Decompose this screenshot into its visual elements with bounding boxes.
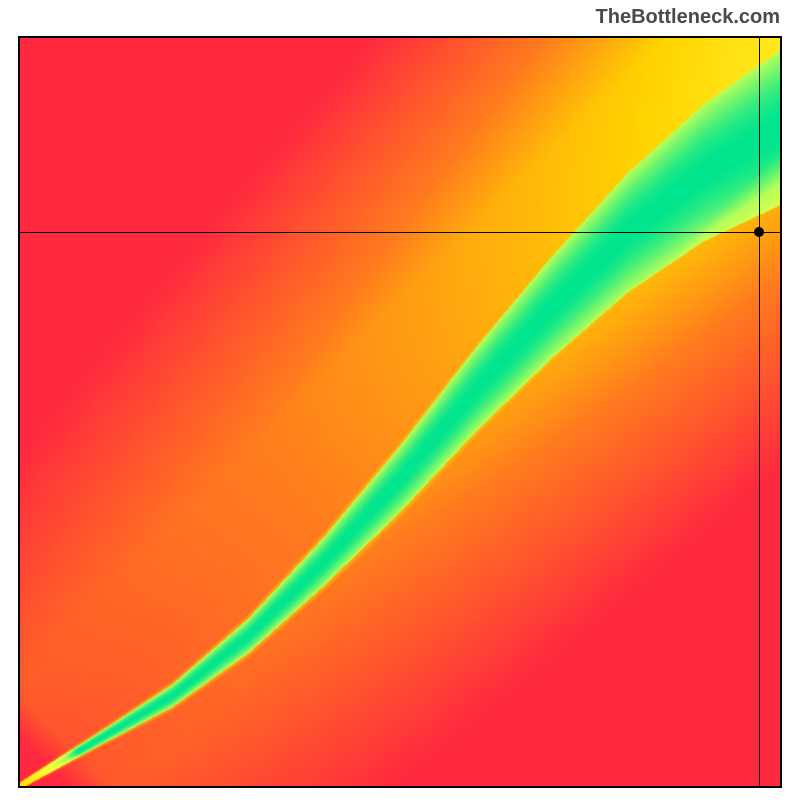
crosshair-horizontal [20, 232, 780, 233]
crosshair-vertical [759, 38, 760, 786]
heatmap-canvas [20, 38, 780, 786]
crosshair-marker [754, 227, 764, 237]
heatmap-chart [18, 36, 782, 788]
watermark-text: TheBottleneck.com [596, 6, 780, 29]
